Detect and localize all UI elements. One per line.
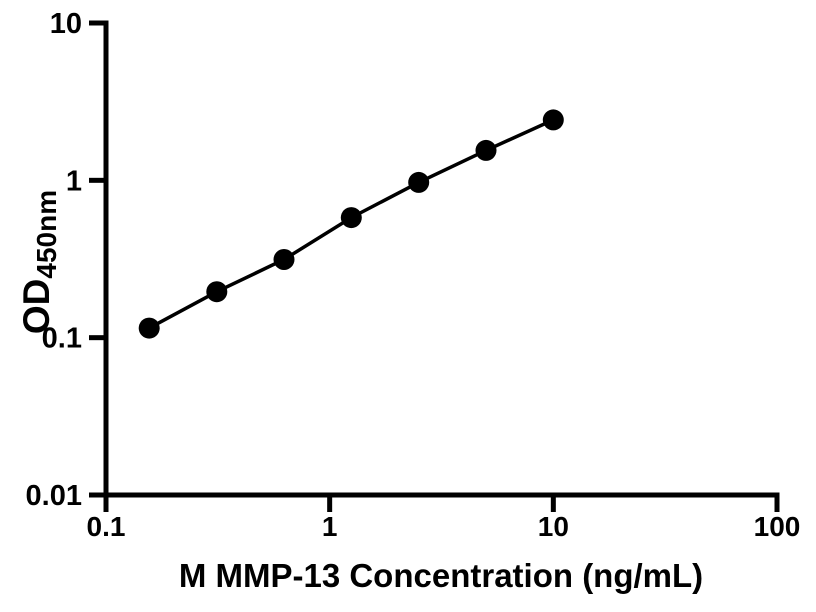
data-point: [273, 249, 295, 270]
data-point: [408, 171, 430, 193]
y-axis-title: OD450nm: [16, 190, 62, 334]
data-point: [542, 109, 564, 131]
y-axis-tick-labels: 10 1 0.1 0.01: [26, 8, 82, 512]
data-point: [206, 281, 228, 303]
x-axis-ticks: [103, 497, 780, 512]
standard-curve-points: [138, 109, 564, 339]
data-point: [138, 317, 160, 339]
y-axis-title-main: OD: [16, 279, 57, 335]
data-point: [475, 139, 497, 161]
x-tick-label: 1: [322, 511, 338, 542]
y-tick-label: 10: [50, 8, 82, 40]
x-axis-title: M MMP-13 Concentration (ng/mL): [179, 557, 703, 594]
data-point: [340, 207, 362, 229]
x-tick-label: 10: [538, 511, 569, 542]
y-axis-ticks: [89, 20, 104, 498]
x-tick-label: 100: [754, 511, 801, 542]
axes: [103, 20, 780, 498]
x-axis-tick-labels: 0.1 1 10 100: [87, 511, 801, 542]
x-tick-label: 0.1: [87, 511, 126, 542]
y-tick-label: 0.1: [42, 323, 82, 355]
y-tick-label: 1: [66, 165, 82, 197]
y-axis-title-subscript: 450nm: [31, 190, 62, 279]
y-tick-label: 0.01: [26, 480, 82, 512]
